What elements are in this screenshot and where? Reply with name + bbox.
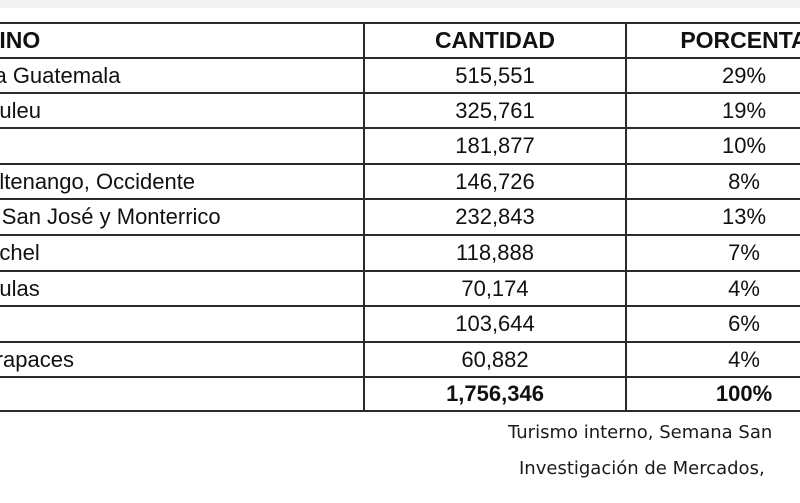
cell-porcentaje: 6% bbox=[728, 311, 760, 336]
total-divider bbox=[0, 376, 800, 378]
row-divider bbox=[0, 305, 800, 307]
cell-destino: uipulas bbox=[0, 276, 40, 301]
column-divider bbox=[363, 22, 365, 412]
top-strip bbox=[0, 0, 800, 8]
cell-destino: alhuleu bbox=[0, 98, 41, 123]
row-divider bbox=[0, 92, 800, 94]
cell-porcentaje: 29% bbox=[721, 63, 767, 88]
cell-cantidad: 118,888 bbox=[456, 240, 534, 265]
cell-total-cantidad: 1,756,346 bbox=[446, 381, 544, 406]
cell-total-porcentaje: 100% bbox=[715, 381, 773, 406]
header-cantidad: CANTIDAD bbox=[434, 27, 556, 53]
cell-porcentaje: 7% bbox=[728, 240, 760, 265]
cell-destino: én bbox=[0, 306, 358, 342]
cell-porcentaje: 4% bbox=[728, 276, 760, 301]
header-porcentaje: PORCENTA bbox=[680, 27, 800, 53]
cell-cantidad: 146,726 bbox=[455, 169, 535, 194]
row-divider bbox=[0, 198, 800, 200]
cell-cantidad: 232,843 bbox=[455, 204, 535, 229]
row-divider bbox=[0, 163, 800, 165]
cell-porcentaje: 8% bbox=[728, 169, 760, 194]
source-line-1: Turismo interno, Semana San bbox=[508, 422, 773, 443]
cell-destino: tzaltenango, Occidente bbox=[0, 169, 196, 194]
cell-cantidad: 60,882 bbox=[461, 347, 529, 372]
cell-cantidad: 181,877 bbox=[455, 133, 535, 158]
header-divider bbox=[0, 57, 800, 59]
row-divider bbox=[0, 234, 800, 236]
row-divider bbox=[0, 341, 800, 343]
cell-cantidad: 103,644 bbox=[455, 311, 535, 336]
cell-porcentaje: 13% bbox=[721, 204, 767, 229]
table-border-top bbox=[0, 22, 800, 24]
cell-cantidad: 70,174 bbox=[461, 276, 529, 301]
cell-porcentaje: 4% bbox=[728, 347, 760, 372]
cell-porcentaje: 10% bbox=[721, 133, 767, 158]
table-border-bottom bbox=[0, 410, 800, 412]
column-divider bbox=[625, 22, 627, 412]
cell-total-label: al bbox=[0, 376, 358, 412]
source-line-2: Investigación de Mercados, bbox=[519, 458, 765, 479]
cell-destino: ajachel bbox=[0, 240, 40, 265]
cell-cantidad: 325,761 bbox=[455, 98, 535, 123]
cell-destino: rto San José y Monterrico bbox=[0, 204, 221, 229]
cell-destino: gua Guatemala bbox=[0, 63, 121, 88]
cell-porcentaje: 19% bbox=[721, 98, 767, 123]
cell-destino: al bbox=[0, 128, 358, 164]
row-divider bbox=[0, 127, 800, 129]
row-divider bbox=[0, 270, 800, 272]
header-destino: STINO bbox=[0, 27, 41, 53]
cell-destino: Verapaces bbox=[0, 347, 74, 372]
cell-cantidad: 515,551 bbox=[455, 63, 535, 88]
